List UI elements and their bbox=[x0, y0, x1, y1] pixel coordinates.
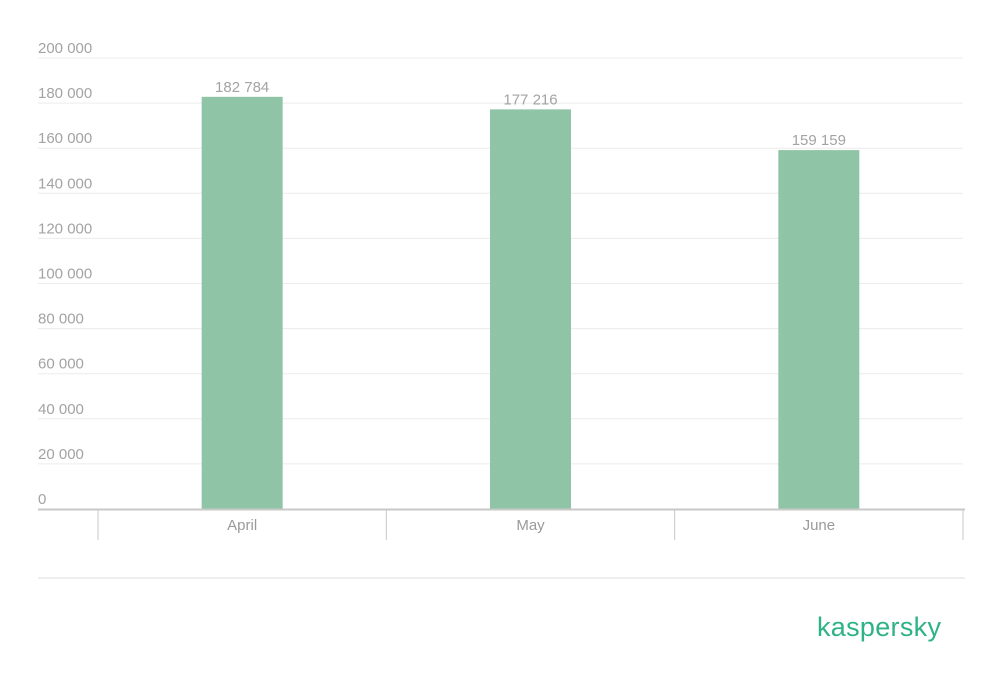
bar-june bbox=[778, 150, 860, 510]
x-axis-category-labels: April May June bbox=[227, 517, 835, 534]
y-tick-label: 160 000 bbox=[38, 130, 92, 147]
y-tick-label: 200 000 bbox=[38, 40, 92, 57]
category-label: June bbox=[803, 517, 836, 534]
category-label: May bbox=[516, 517, 545, 534]
value-label: 182 784 bbox=[215, 79, 269, 96]
y-tick-label: 0 bbox=[38, 491, 46, 508]
x-axis bbox=[38, 508, 965, 540]
value-label: 177 216 bbox=[503, 91, 557, 108]
y-tick-label: 140 000 bbox=[38, 175, 92, 192]
y-tick-label: 180 000 bbox=[38, 85, 92, 102]
bar-may bbox=[490, 109, 571, 509]
value-labels: 182 784 177 216 159 159 bbox=[215, 79, 846, 149]
bars bbox=[201, 96, 860, 510]
bar-april bbox=[201, 96, 283, 509]
y-tick-label: 20 000 bbox=[38, 446, 84, 463]
kaspersky-logo: kaspersky bbox=[817, 612, 942, 642]
value-label: 159 159 bbox=[792, 132, 846, 149]
category-label: April bbox=[227, 517, 257, 534]
y-tick-label: 60 000 bbox=[38, 356, 84, 373]
y-tick-label: 100 000 bbox=[38, 266, 92, 283]
y-tick-label: 40 000 bbox=[38, 401, 84, 418]
y-tick-label: 80 000 bbox=[38, 311, 84, 328]
y-axis-tick-labels: 0 20 000 40 000 60 000 80 000 100 000 120 000 1… bbox=[38, 40, 92, 508]
y-tick-label: 120 000 bbox=[38, 220, 92, 237]
